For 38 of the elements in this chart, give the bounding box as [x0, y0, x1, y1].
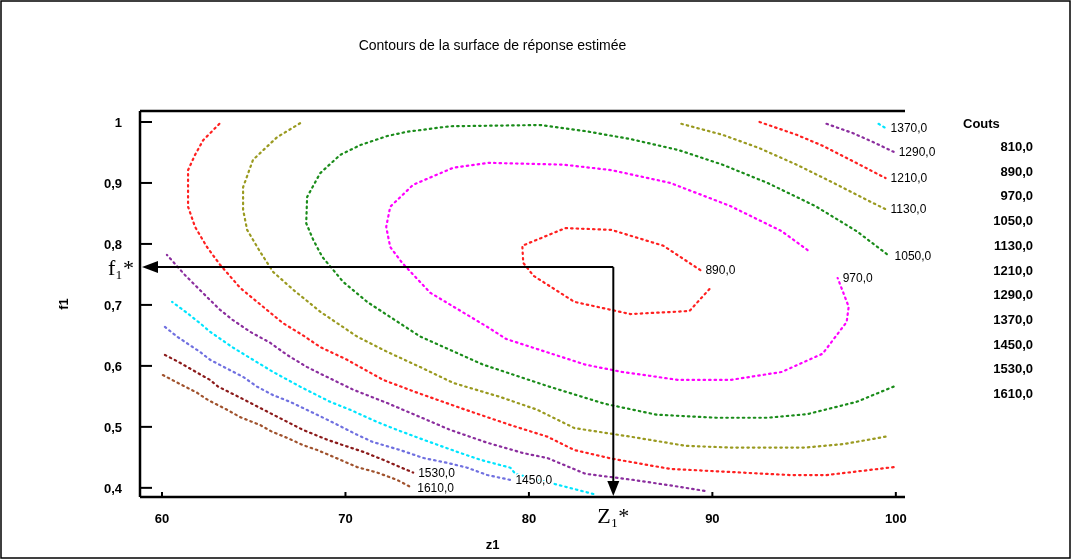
y-tick-label: 0,5 [103, 419, 122, 435]
x-tick-label: 100 [884, 511, 907, 526]
y-tick-label: 0,6 [103, 358, 122, 374]
text: 1610,0 [993, 386, 1033, 401]
ref-line-label: Z₁* [597, 503, 630, 528]
series-label: 1130,0 [890, 202, 927, 217]
series-label: 1610,0 [417, 480, 455, 495]
text: 1290,0 [993, 287, 1033, 303]
x-tick-label: 80 [521, 511, 537, 526]
y-tick-label: 0,4 [103, 480, 123, 496]
series-label: 1370,0 [890, 121, 928, 136]
y-tick-label: 0,7 [103, 297, 122, 313]
text: 1530,0 [993, 361, 1033, 377]
ref-line-label: f₁* [108, 255, 134, 281]
x-axis-title: z1 [485, 537, 500, 552]
series-label: 1050,0 [894, 249, 932, 264]
text: 810,0 [1000, 139, 1033, 154]
series-label: 1290,0 [898, 144, 936, 159]
series-label: 890,0 [705, 263, 736, 278]
y-tick-label: 1 [114, 114, 122, 130]
text: 1130,0 [993, 237, 1033, 253]
y-axis-title: f1 [56, 298, 71, 310]
text: 890,0 [1000, 163, 1033, 179]
x-tick-label: 60 [154, 511, 170, 526]
text: 1050,0 [993, 213, 1033, 229]
series-label: 1210,0 [890, 171, 928, 186]
chart-title: Contours de la surface de réponse estimée [358, 37, 627, 53]
y-tick-label: 0,8 [103, 236, 122, 252]
x-tick-label: 90 [705, 511, 720, 526]
x-tick-label: 70 [338, 511, 353, 526]
y-tick-label: 0,9 [103, 175, 122, 191]
legend-title: Couts [963, 116, 1000, 131]
text: 1210,0 [993, 262, 1033, 278]
series-label: 970,0 [842, 271, 874, 286]
series-label: 1530,0 [418, 465, 456, 480]
text: 1450,0 [993, 336, 1033, 352]
text: 970,0 [1000, 188, 1033, 204]
text: 1370,0 [993, 311, 1033, 327]
